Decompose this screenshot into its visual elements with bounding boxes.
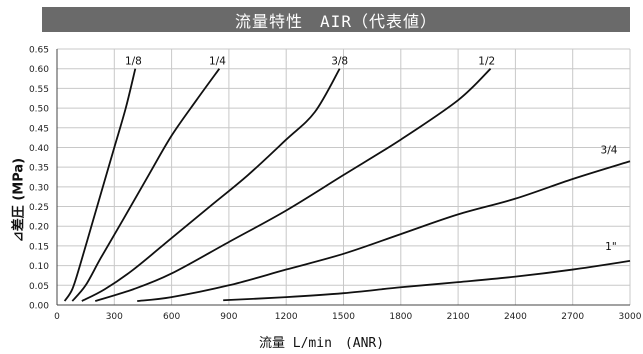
series-label: 1" bbox=[605, 241, 617, 253]
y-tick-label: 0.65 bbox=[29, 46, 49, 56]
x-tick-label: 2700 bbox=[561, 312, 584, 322]
x-tick-label: 600 bbox=[163, 312, 180, 322]
x-axis-label: 流量 L/min (ANR) bbox=[258, 336, 385, 351]
series-line-1-4 bbox=[71, 68, 221, 302]
x-tick-label: 2100 bbox=[447, 312, 470, 322]
series-line-1-2 bbox=[94, 68, 492, 302]
series-label: 1/8 bbox=[125, 56, 142, 68]
series-label: 3/8 bbox=[331, 56, 348, 68]
y-tick-label: 0.15 bbox=[29, 242, 49, 252]
series-label: 3/4 bbox=[601, 144, 618, 156]
y-axis-ticks: 0.00 0.05 0.10 0.15 0.20 0.25 0.30 0.35 0.40 0.45… bbox=[29, 46, 49, 312]
x-tick-label: 0 bbox=[54, 312, 60, 322]
series-line-1-8 bbox=[63, 68, 137, 302]
series-line-3-4 bbox=[137, 160, 631, 302]
y-tick-label: 0.20 bbox=[29, 223, 49, 233]
y-axis-label: ⊿差圧 (MPa) bbox=[11, 157, 27, 243]
x-axis-ticks: 0 300 600 900 1200 1500 1800 2100 2400 2700 3000 bbox=[54, 312, 642, 322]
x-tick-label: 300 bbox=[106, 312, 123, 322]
y-tick-label: 0.55 bbox=[29, 85, 49, 95]
series-line-1- bbox=[223, 259, 631, 302]
chart-title: 流量特性 AIR（代表値） bbox=[42, 7, 630, 32]
x-tick-label: 1800 bbox=[389, 312, 412, 322]
series-label: 1/2 bbox=[478, 56, 495, 68]
series-labels: 1/8 1/4 3/8 1/2 3/4 1" bbox=[125, 56, 618, 253]
x-tick-label: 1500 bbox=[332, 312, 355, 322]
y-tick-label: 0.35 bbox=[29, 164, 49, 174]
y-tick-label: 0.10 bbox=[29, 262, 49, 272]
y-tick-label: 0.30 bbox=[29, 183, 49, 193]
y-tick-label: 0.40 bbox=[29, 144, 49, 154]
y-tick-label: 0.05 bbox=[29, 282, 49, 292]
x-tick-label: 2400 bbox=[504, 312, 527, 322]
y-tick-label: 0.45 bbox=[29, 124, 49, 134]
series-line-3-8 bbox=[81, 68, 341, 302]
y-tick-label: 0.50 bbox=[29, 105, 49, 115]
series-label: 1/4 bbox=[209, 56, 226, 68]
series-lines bbox=[63, 68, 631, 302]
y-tick-label: 0.60 bbox=[29, 65, 49, 75]
grid bbox=[56, 48, 631, 306]
y-tick-label: 0.25 bbox=[29, 203, 49, 213]
x-tick-label: 3000 bbox=[619, 312, 642, 322]
y-tick-label: 0.00 bbox=[29, 302, 49, 312]
x-tick-label: 1200 bbox=[275, 312, 298, 322]
x-tick-label: 900 bbox=[220, 312, 237, 322]
